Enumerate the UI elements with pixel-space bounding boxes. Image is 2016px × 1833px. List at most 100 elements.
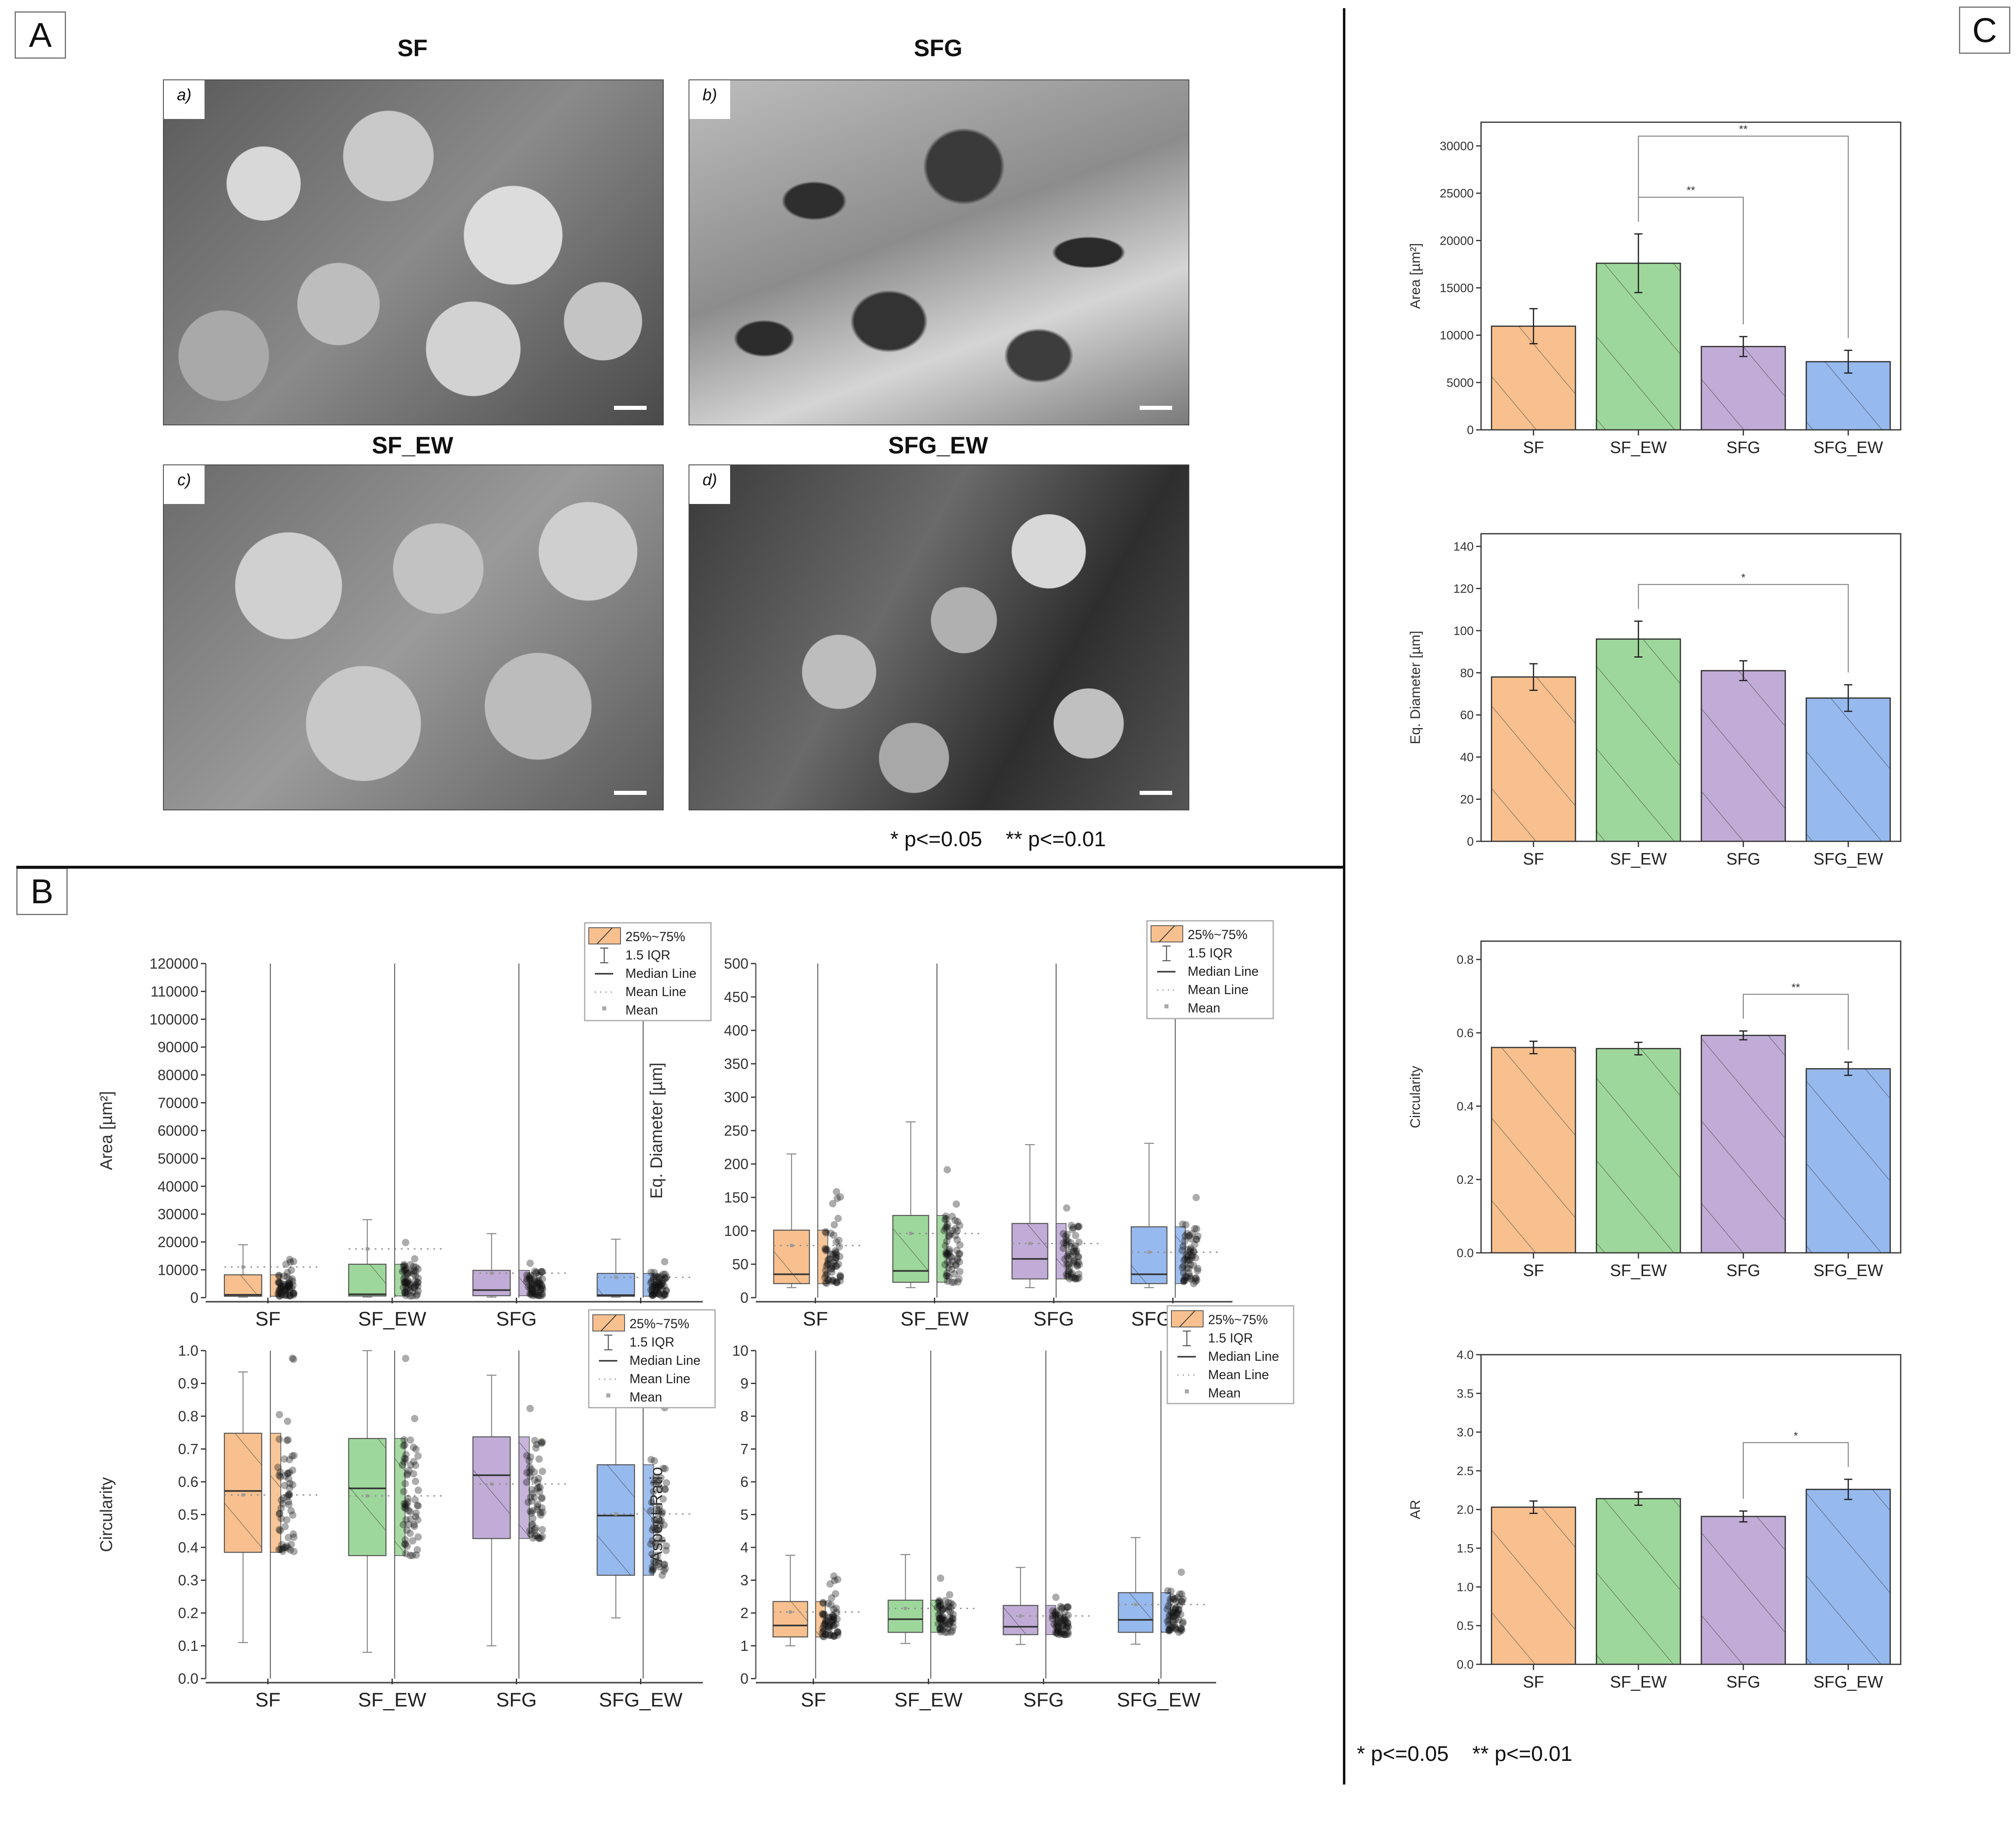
box-sf: [773, 1351, 860, 1679]
chart-c-area: 0 5000 10000 15000 20000 25000 30000 Area [µm²]…: [1408, 121, 1902, 457]
significance-note-a: * p<=0.05 ** p<=0.01: [890, 827, 1106, 851]
box-sfg: [472, 964, 566, 1300]
y-tick-label: 100: [1453, 624, 1474, 638]
y-tick-label: 0.8: [178, 1408, 198, 1425]
x-tick-label: SF_EW: [1610, 1672, 1667, 1691]
bar-sfg: [1701, 1510, 1786, 1665]
chart-b-eqdiam: 0 50 100 150 200 250 300 350 400 450 500 Eq. Diamet…: [647, 920, 1274, 1330]
y-tick-label: 50000: [158, 1150, 198, 1167]
x-tick-label: SF: [1523, 1672, 1544, 1691]
scale-bar: [614, 406, 647, 410]
box-sfg: [1011, 964, 1102, 1298]
significance-bracket: **: [1638, 123, 1849, 338]
legend-item: Median Line: [625, 966, 696, 981]
box-sf-ew: [348, 1350, 442, 1679]
legend-item: Median Line: [1208, 1349, 1279, 1364]
y-tick-label: 0.4: [178, 1539, 198, 1556]
x-tick-label: SFG_EW: [599, 1689, 682, 1711]
legend-item: 1.5 IQR: [629, 1335, 674, 1349]
x-tick-label: SF_EW: [358, 1308, 427, 1330]
chart-b-circularity: 0.0 0.1 0.2 0.3 0.4 0.5 0.6 0.7 0.8 0.9 1.0 Circula…: [97, 1309, 716, 1711]
y-tick-label: 10: [732, 1342, 748, 1359]
svg-text:*: *: [1741, 572, 1745, 584]
y-tick-label: 1: [740, 1637, 748, 1654]
y-axis-label: Circularity: [97, 1477, 116, 1552]
y-tick-label: 5: [740, 1506, 748, 1523]
y-tick-label: 30000: [1440, 140, 1474, 153]
box-sf: [224, 1351, 318, 1679]
y-tick-label: 0.6: [178, 1474, 198, 1490]
y-tick-label: 0.2: [1457, 1173, 1474, 1187]
x-tick-label: SF: [1523, 438, 1544, 457]
sem-image-sf: a): [163, 79, 664, 425]
svg-text:**: **: [1739, 123, 1748, 135]
y-tick-label: 15000: [1440, 282, 1474, 295]
legend-item: 25%~75%: [1188, 927, 1248, 942]
y-tick-label: 450: [724, 989, 748, 1006]
bar-sf-ew: [1596, 233, 1681, 431]
micrograph-title-sfg-ew: SFG_EW: [888, 432, 988, 459]
chart-c-eqdiam: 0 20 40 60 80 100 120 140 Eq. Diameter [µm] SF SF_…: [1408, 533, 1902, 868]
box-sf: [224, 964, 318, 1300]
box-sf-ew: [887, 1351, 975, 1679]
x-tick-label: SF_EW: [894, 1689, 963, 1711]
box-legend: 25%~75% 1.5 IQR Median Line Mean Line Mean: [1166, 1305, 1294, 1404]
bar-sfg-ew: [1805, 1479, 1891, 1665]
x-tick-label: SFG: [1726, 1261, 1760, 1280]
box-sfg-ew: [1131, 964, 1221, 1298]
svg-text:**: **: [1686, 184, 1695, 196]
y-tick-label: 0: [1467, 835, 1474, 849]
legend-item: Mean Line: [629, 1371, 690, 1386]
bar-sf-ew: [1596, 621, 1681, 842]
y-tick-label: 110000: [151, 983, 198, 1000]
y-tick-label: 300: [724, 1089, 748, 1106]
x-tick-label: SF_EW: [1610, 849, 1667, 868]
x-tick-label: SFG: [1726, 1672, 1760, 1691]
bar-sf-ew: [1596, 1491, 1681, 1665]
y-axis-label: Eq. Diameter [µm]: [647, 1063, 666, 1199]
x-tick-label: SF: [255, 1689, 280, 1711]
legend-item: Mean: [1208, 1386, 1241, 1400]
y-tick-label: 120: [1453, 582, 1474, 596]
legend-item: 25%~75%: [1208, 1312, 1268, 1327]
y-tick-label: 5000: [1446, 376, 1474, 389]
y-axis-label: Circularity: [1408, 1065, 1423, 1128]
significance-bracket: *: [1743, 1430, 1849, 1499]
y-tick-label: 1.5: [1457, 1542, 1474, 1556]
x-tick-label: SFG: [1023, 1689, 1064, 1711]
y-tick-label: 0.2: [178, 1605, 198, 1622]
micrograph-title-sfg: SFG: [913, 35, 963, 62]
y-tick-label: 70000: [158, 1094, 198, 1111]
x-tick-label: SF_EW: [358, 1689, 427, 1711]
y-tick-label: 0.5: [178, 1506, 198, 1523]
y-tick-label: 9: [740, 1375, 748, 1392]
legend-item: 1.5 IQR: [1208, 1331, 1253, 1345]
bar-sfg: [1701, 660, 1786, 842]
y-axis-label: Area [µm²]: [1408, 243, 1423, 309]
y-tick-label: 0.3: [178, 1572, 198, 1589]
bar-sfg-ew: [1805, 1061, 1891, 1254]
y-tick-label: 0.0: [1457, 1658, 1474, 1672]
bar-sf-ew: [1596, 1041, 1681, 1254]
y-tick-label: 2.0: [1457, 1503, 1474, 1517]
box-legend: 25%~75% 1.5 IQR Median Line Mean Line Mean: [588, 1309, 716, 1408]
legend-item: Median Line: [629, 1353, 700, 1368]
y-tick-label: 0.8: [1457, 953, 1474, 967]
chart-c-ar: 0.0 0.5 1.0 1.5 2.0 2.5 3.0 3.5 4.0 AR SF SF_EW SFG S…: [1408, 1349, 1902, 1691]
y-tick-label: 6: [740, 1474, 748, 1490]
y-axis-label: Eq. Diameter [µm]: [1408, 631, 1423, 744]
y-tick-label: 3: [740, 1572, 748, 1589]
y-tick-label: 150: [724, 1189, 748, 1206]
x-tick-label: SFG: [496, 1689, 537, 1711]
sem-image-sfg-ew: d): [689, 464, 1189, 810]
x-tick-label: SFG_EW: [1814, 438, 1884, 457]
y-tick-label: 20: [1460, 793, 1474, 806]
x-tick-label: SF_EW: [1610, 438, 1667, 457]
y-tick-label: 4: [740, 1539, 748, 1556]
panel-label-a: A: [15, 11, 66, 59]
y-tick-label: 0.4: [1457, 1100, 1474, 1113]
box-sf: [773, 964, 863, 1298]
y-tick-label: 10000: [1440, 329, 1474, 342]
bar-sf: [1491, 308, 1576, 431]
